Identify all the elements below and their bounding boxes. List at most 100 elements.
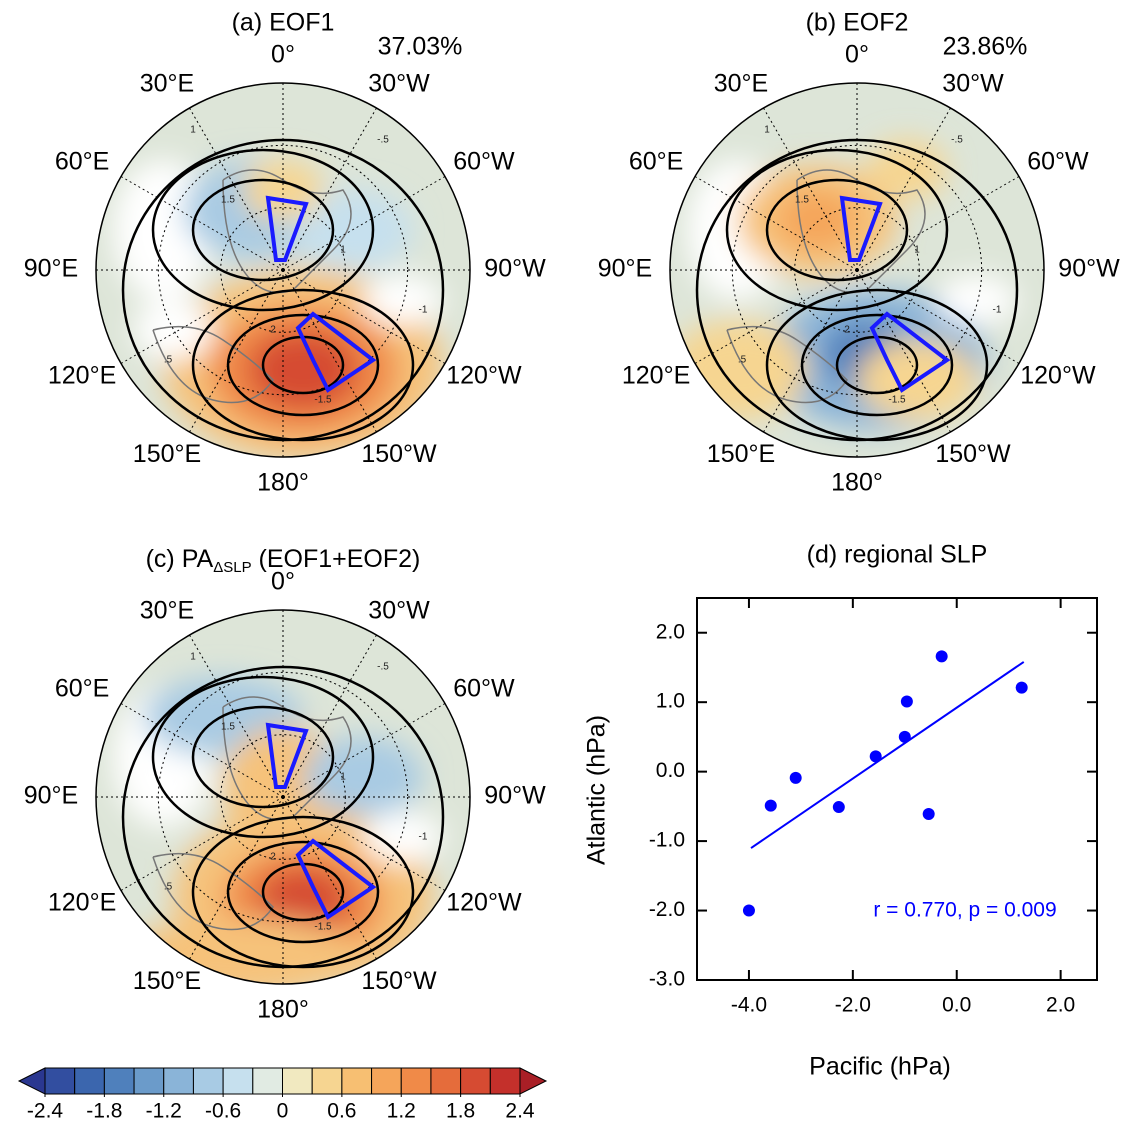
region-box — [265, 722, 309, 789]
meridian — [120, 796, 284, 891]
colorbar-box — [103, 1067, 135, 1095]
contour-label: .5 — [164, 355, 173, 366]
longitude-label: 180° — [257, 469, 309, 497]
contour — [226, 840, 380, 944]
meridian — [120, 176, 284, 271]
contour-label: 1 — [764, 125, 770, 136]
contour — [765, 178, 909, 282]
map-border — [669, 82, 1045, 458]
colorbar-label: 0 — [277, 1100, 289, 1123]
region-box — [265, 195, 309, 262]
colorbar-box — [282, 1067, 313, 1095]
y-tick-label: -3.0 — [649, 968, 685, 991]
lat-circle — [220, 207, 346, 333]
colorbar-box — [400, 1067, 432, 1095]
colorbar-box — [192, 1067, 224, 1095]
colorbar-label: -2.4 — [27, 1100, 64, 1123]
contour — [800, 313, 954, 417]
y-tick-label: 1.0 — [656, 690, 685, 713]
longitude-label: 0° — [271, 41, 295, 69]
shaded-region — [303, 737, 423, 817]
meridian — [856, 176, 1020, 271]
colorbar-label: -0.6 — [205, 1100, 241, 1123]
longitude-label: 150°W — [935, 440, 1011, 468]
colorbar-label: 1.8 — [446, 1100, 475, 1123]
meridian — [694, 269, 858, 364]
lat-circle — [220, 734, 346, 860]
meridian — [763, 269, 858, 433]
longitude-label: 120°E — [622, 362, 690, 390]
longitude-label: 150°E — [707, 440, 775, 468]
title-subscript: ΔSLP — [213, 559, 251, 576]
meridian — [282, 796, 377, 960]
longitude-label: 150°W — [361, 440, 437, 468]
lat-circle — [794, 207, 920, 333]
scatter-point — [900, 695, 913, 708]
longitude-label: 180° — [257, 996, 309, 1024]
contour — [191, 178, 335, 282]
map-border — [95, 82, 471, 458]
colorbar-box — [44, 1067, 76, 1095]
meridian — [189, 634, 284, 798]
longitude-label: 150°W — [361, 967, 437, 995]
x-tick-label: -2.0 — [835, 994, 871, 1017]
shaded-region — [937, 275, 1017, 325]
lat-circle — [157, 671, 409, 923]
meridian — [856, 107, 951, 271]
shading — [113, 160, 443, 457]
panel-title: (a) EOF1 — [232, 9, 335, 37]
scatter-point — [898, 730, 911, 743]
fit-line — [750, 661, 1025, 849]
longitude-label: 60°W — [453, 675, 515, 703]
coastline — [152, 852, 274, 931]
contour — [151, 148, 375, 312]
variance-label: 23.86% — [943, 33, 1028, 61]
longitude-label: 90°W — [484, 255, 546, 283]
map — [670, 83, 1044, 457]
coastline — [726, 325, 848, 404]
longitude-label: 60°W — [453, 148, 515, 176]
contour-label: 2 — [270, 852, 276, 863]
contour — [151, 675, 375, 839]
meridian — [282, 703, 446, 798]
scatter-point — [1015, 681, 1028, 694]
contour-label: 1 — [340, 245, 346, 256]
contour-label: 1 — [340, 772, 346, 783]
colorbar-label: 0.6 — [327, 1100, 356, 1123]
contour-label: .5 — [738, 355, 747, 366]
longitude-label: 90°W — [1058, 255, 1120, 283]
longitude-label: 30°E — [140, 69, 194, 97]
longitude-label: 90°E — [24, 255, 78, 283]
longitude-label: 30°E — [140, 596, 194, 624]
contour-label: -.5 — [951, 135, 963, 146]
longitude-label: 60°W — [1027, 148, 1089, 176]
meridian — [189, 796, 284, 960]
scatter-point — [832, 801, 845, 814]
chart-title: (d) regional SLP — [807, 541, 988, 569]
title-part: (c) PA — [146, 545, 214, 573]
contour-label: -1.5 — [314, 922, 332, 933]
longitude-label: 30°W — [942, 69, 1004, 97]
longitude-label: 30°W — [368, 69, 430, 97]
colorbar-box — [341, 1067, 373, 1095]
scatter-point — [742, 904, 755, 917]
shading — [670, 140, 1017, 430]
x-axis-label: Pacific (hPa) — [809, 1053, 951, 1081]
x-tick-label: -4.0 — [731, 994, 767, 1017]
longitude-label: 60°E — [629, 148, 683, 176]
colorbar-extend — [17, 1067, 46, 1095]
meridian — [282, 107, 377, 271]
colorbar-box — [74, 1067, 105, 1095]
contour-label: -.5 — [377, 662, 389, 673]
meridian — [282, 269, 446, 364]
map-border — [95, 609, 471, 985]
region-box — [295, 311, 377, 393]
meridian — [120, 703, 284, 798]
longitude-label: 90°E — [598, 255, 652, 283]
meridian — [282, 176, 446, 271]
longitude-label: 120°W — [1020, 362, 1096, 390]
shaded-region — [363, 812, 443, 862]
y-tick-label: -1.0 — [649, 829, 685, 852]
contour-label: 2 — [270, 325, 276, 336]
